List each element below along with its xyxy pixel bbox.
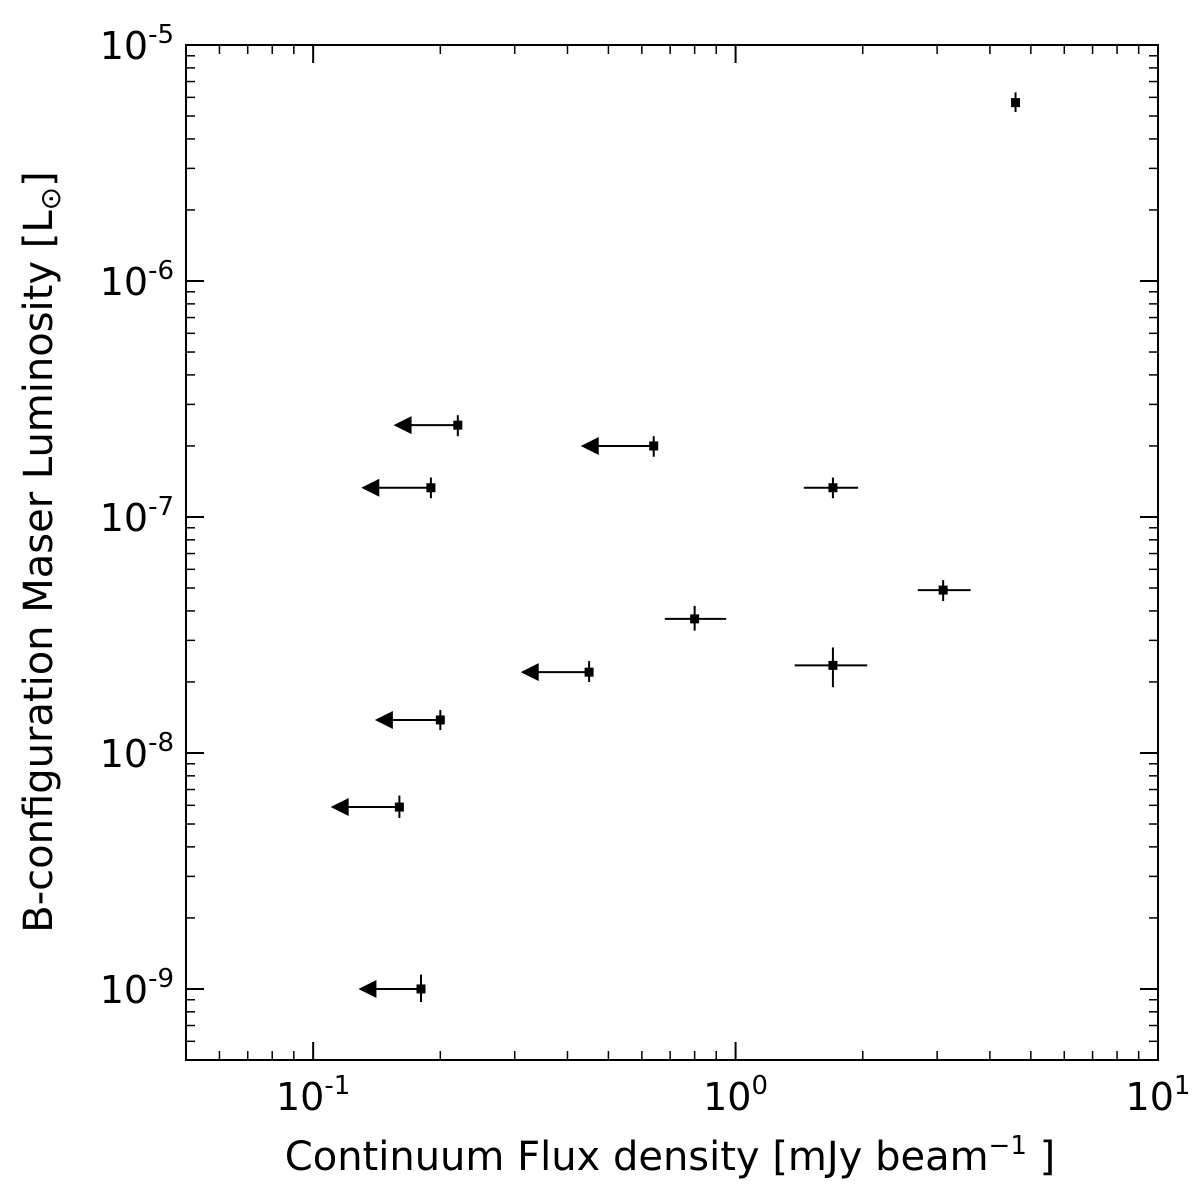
data-marker <box>426 483 436 493</box>
data-point <box>664 605 727 631</box>
data-point <box>1011 92 1021 113</box>
data-points <box>330 92 1021 1003</box>
minor-ticks <box>186 45 1158 1060</box>
x-tick-label-exponent: -1 <box>324 1071 350 1101</box>
y-tick-label-base: 10 <box>100 496 148 540</box>
y-axis-title-symbol: ⊙ <box>34 187 67 210</box>
data-point <box>803 477 859 499</box>
data-marker <box>1011 98 1021 108</box>
y-tick-label: 10-7 <box>100 492 174 540</box>
x-axis-title-main: Continuum Flux density [mJy beam <box>285 1134 989 1180</box>
y-tick-label: 10-9 <box>100 964 174 1012</box>
data-marker <box>394 802 404 812</box>
x-tick-label: 10-1 <box>276 1071 350 1119</box>
upper-limit-arrow-head <box>580 436 599 455</box>
y-tick-label-base: 10 <box>100 24 148 68</box>
y-tick-labels: 10-910-810-710-610-5 <box>100 20 174 1012</box>
data-point <box>358 974 426 1003</box>
data-marker <box>690 614 700 624</box>
data-point <box>361 477 436 499</box>
y-tick-label-base: 10 <box>100 260 148 304</box>
data-marker <box>938 585 948 595</box>
x-axis-title-superscript: −1 <box>989 1131 1027 1161</box>
y-tick-label: 10-6 <box>100 256 174 304</box>
y-tick-label-exponent: -5 <box>148 20 174 50</box>
x-tick-label-exponent: 0 <box>751 1071 768 1101</box>
data-marker <box>584 667 594 677</box>
y-tick-label-base: 10 <box>100 968 148 1012</box>
data-point <box>330 795 404 819</box>
plot-frame <box>185 44 1159 1061</box>
data-point <box>917 580 971 602</box>
y-tick-label-exponent: -7 <box>148 492 174 522</box>
x-tick-label-base: 10 <box>703 1075 751 1119</box>
upper-limit-arrow-head <box>520 663 539 682</box>
upper-limit-arrow-head <box>393 416 412 435</box>
y-axis-title-main: B-configuration Maser Luminosity [L <box>16 210 62 933</box>
y-tick-label-base: 10 <box>100 732 148 776</box>
upper-limit-arrow-head <box>330 798 349 817</box>
data-point <box>520 661 594 682</box>
x-tick-labels: 10-1 100 101 <box>276 1071 1190 1119</box>
data-point <box>393 415 463 437</box>
data-marker <box>828 483 838 493</box>
data-marker <box>435 715 445 725</box>
x-tick-label-base: 10 <box>1126 1075 1174 1119</box>
y-tick-label-exponent: -8 <box>148 728 174 758</box>
data-marker <box>416 984 426 994</box>
data-marker <box>828 660 838 670</box>
y-axis-title-suffix: ] <box>16 171 62 187</box>
y-axis-title: B-configuration Maser Luminosity [L⊙] <box>16 171 67 932</box>
upper-limit-arrow-head <box>361 478 380 497</box>
data-point <box>794 647 868 688</box>
x-tick-label: 101 <box>1126 1071 1191 1119</box>
upper-limit-arrow-head <box>358 979 377 998</box>
y-tick-label: 10-8 <box>100 728 174 776</box>
x-tick-label-exponent: 1 <box>1174 1071 1191 1101</box>
x-axis-title-suffix: ] <box>1027 1134 1055 1180</box>
y-tick-label: 10-5 <box>100 20 174 68</box>
data-point <box>580 436 659 457</box>
upper-limit-arrow-head <box>374 710 393 729</box>
data-marker <box>453 420 463 430</box>
y-tick-label-exponent: -6 <box>148 256 174 286</box>
x-axis-title: Continuum Flux density [mJy beam−1 ] <box>285 1131 1055 1180</box>
data-point <box>374 710 445 731</box>
data-marker <box>649 441 659 451</box>
major-ticks <box>186 45 1158 1060</box>
y-tick-label-exponent: -9 <box>148 964 174 994</box>
x-tick-label: 100 <box>703 1071 768 1119</box>
x-tick-label-base: 10 <box>276 1075 324 1119</box>
